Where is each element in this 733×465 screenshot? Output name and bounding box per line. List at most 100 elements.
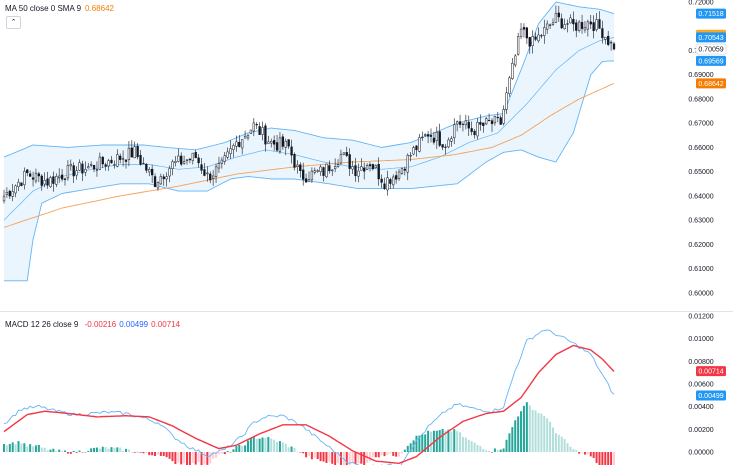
candle-body [46, 178, 49, 186]
candle [174, 156, 177, 167]
candle [63, 177, 67, 186]
candle [136, 143, 139, 160]
candle [148, 167, 151, 177]
candle [487, 113, 491, 122]
candle-body [49, 177, 52, 187]
macd-hist-bar [578, 452, 581, 454]
candle-body [429, 135, 433, 137]
candle [217, 156, 221, 173]
candle-body [153, 176, 157, 187]
candle [557, 5, 560, 23]
candle [476, 118, 479, 140]
candle [81, 160, 84, 181]
macd-hist-bar [5, 445, 8, 452]
candle [336, 159, 340, 168]
candle [371, 163, 375, 171]
candle-body [342, 152, 346, 155]
candle-body [261, 127, 264, 135]
macd-hist-bar [525, 402, 528, 452]
macd-hist-bar [511, 427, 514, 452]
candle-body [206, 172, 209, 175]
candle-body [55, 176, 58, 185]
candle [412, 145, 415, 156]
macd-hist-bar [514, 420, 517, 452]
macd-hist-bar [491, 452, 493, 453]
macd-hist-bar [206, 452, 209, 465]
candle [598, 11, 601, 29]
macd-hist-bar [357, 452, 360, 464]
candle-body [598, 19, 601, 29]
candle-body [17, 181, 20, 187]
candle-body [145, 163, 148, 171]
price-tag-box [696, 78, 726, 89]
candle [525, 26, 529, 45]
candle [592, 15, 595, 39]
macd-hist-bar [156, 452, 159, 455]
candle [403, 166, 407, 176]
candle [28, 170, 32, 177]
macd-hist-bar [11, 442, 14, 452]
collapse-legend-button[interactable]: ⌃ [6, 16, 21, 29]
candle-body [11, 191, 14, 197]
candle-body [595, 19, 598, 30]
macd-hist-bar [380, 452, 383, 456]
macd-hist-bar [363, 452, 366, 465]
macd-legend-signal: 0.00499 [119, 320, 149, 329]
candle [43, 172, 46, 188]
macd-hist-bar [93, 447, 96, 452]
candle-body [566, 23, 569, 25]
candle-body [499, 117, 502, 125]
price-tag-label: 0.68642 [698, 81, 723, 88]
candle-body [569, 17, 572, 24]
candle [464, 114, 468, 130]
macd-hist-bar [203, 452, 206, 465]
candle-body [505, 92, 508, 110]
candle [342, 152, 346, 156]
candle [374, 164, 377, 169]
candle-body [174, 161, 177, 163]
main-legend-name: MA 50 close 0 SMA 9 [5, 4, 82, 13]
candle-body [89, 164, 93, 166]
macd-hist-bar [430, 431, 432, 452]
candle-body [194, 152, 197, 159]
candle-body [43, 180, 46, 185]
candle-body [415, 145, 418, 151]
macd-hist-bar [322, 452, 325, 462]
candle [604, 36, 607, 45]
candle-body [604, 36, 607, 40]
macd-hist-bar [453, 429, 456, 452]
candle-body [554, 13, 558, 23]
macd-hist-bar [113, 447, 116, 452]
candle [58, 168, 61, 183]
macd-hist-bar [226, 450, 229, 452]
candle-body [589, 21, 592, 25]
macd-hist-bar [369, 452, 371, 462]
price-tick-label: 0.62000 [688, 242, 713, 249]
macd-hist-bar [595, 452, 598, 464]
candle-body [333, 166, 337, 169]
macd-legend-macd: -0.00216 [84, 320, 117, 329]
macd-tick-label: 0.01000 [688, 336, 713, 343]
candle-body [380, 178, 383, 183]
candle [563, 18, 566, 30]
candle-body [514, 55, 517, 66]
candle [171, 159, 174, 176]
candle-body [583, 27, 587, 31]
candle-body [374, 165, 377, 168]
candle-body [235, 141, 238, 147]
macd-hist-bar [66, 452, 69, 454]
macd-hist-bar [101, 446, 104, 452]
candle-body [607, 35, 610, 45]
signal-line [3, 344, 615, 465]
candle [98, 152, 102, 170]
macd-hist-bar [127, 449, 130, 452]
macd-histogram [3, 402, 615, 465]
candle [589, 14, 592, 29]
price-tag-box [696, 32, 726, 43]
macd-hist-bar [305, 452, 308, 458]
candle [572, 11, 575, 32]
candle [540, 33, 543, 39]
candle-body [165, 176, 168, 180]
candle [232, 143, 235, 158]
